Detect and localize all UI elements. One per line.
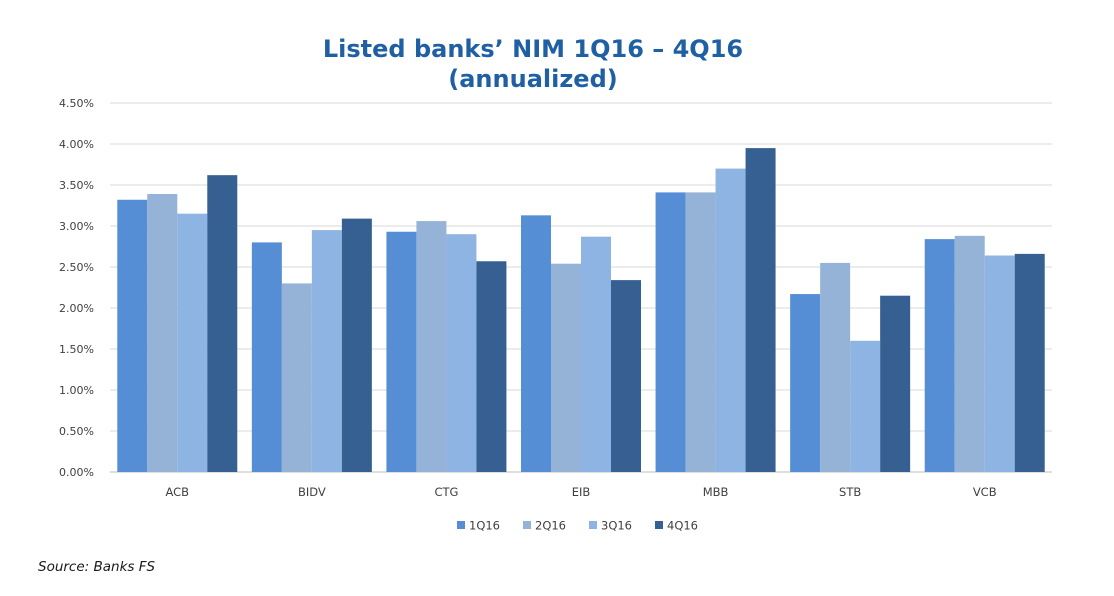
x-tick-label: MBB xyxy=(703,485,729,499)
legend-swatch xyxy=(589,521,597,529)
bar-vcb-3q16 xyxy=(984,255,1015,472)
bar-eib-4q16 xyxy=(611,280,641,472)
y-tick-label: 4.00% xyxy=(59,138,94,151)
bar-eib-2q16 xyxy=(551,263,581,472)
bar-stb-1q16 xyxy=(790,294,821,472)
bar-ctg-3q16 xyxy=(446,234,477,472)
legend-label: 4Q16 xyxy=(667,519,698,533)
bar-bidv-1q16 xyxy=(251,242,282,472)
y-tick-label: 2.50% xyxy=(59,261,94,274)
bar-ctg-2q16 xyxy=(416,221,447,472)
bar-ctg-4q16 xyxy=(476,261,507,472)
bar-vcb-4q16 xyxy=(1014,253,1045,472)
y-tick-label: 0.50% xyxy=(59,425,94,438)
legend-swatch xyxy=(523,521,531,529)
source-note: Source: Banks FS xyxy=(38,559,156,575)
bar-bidv-2q16 xyxy=(281,283,312,472)
y-tick-label: 1.00% xyxy=(59,384,94,397)
bar-acb-1q16 xyxy=(117,199,148,472)
legend-label: 2Q16 xyxy=(535,519,566,533)
legend-label: 3Q16 xyxy=(601,519,632,533)
bar-stb-3q16 xyxy=(850,340,881,472)
legend-label: 1Q16 xyxy=(469,519,500,533)
legend-swatch xyxy=(655,521,663,529)
y-tick-label: 3.50% xyxy=(59,179,94,192)
bar-mbb-2q16 xyxy=(685,192,716,472)
bar-bidv-4q16 xyxy=(341,218,372,472)
bar-mbb-1q16 xyxy=(655,192,686,472)
bar-vcb-1q16 xyxy=(924,239,955,472)
x-tick-label: BIDV xyxy=(298,485,326,499)
x-tick-label: EIB xyxy=(572,485,591,499)
x-tick-label: VCB xyxy=(973,485,997,499)
bar-acb-4q16 xyxy=(207,175,238,472)
bar-acb-3q16 xyxy=(177,213,208,472)
bar-eib-3q16 xyxy=(581,236,611,472)
y-tick-label: 1.50% xyxy=(59,343,94,356)
y-tick-label: 3.00% xyxy=(59,220,94,233)
bar-acb-2q16 xyxy=(147,194,178,472)
bar-bidv-3q16 xyxy=(311,230,342,472)
x-tick-label: ACB xyxy=(165,485,189,499)
bar-stb-4q16 xyxy=(880,295,911,472)
y-tick-label: 0.00% xyxy=(59,466,94,479)
bar-stb-2q16 xyxy=(820,262,851,472)
y-tick-label: 2.00% xyxy=(59,302,94,315)
y-tick-label: 4.50% xyxy=(59,97,94,110)
bar-eib-1q16 xyxy=(521,215,551,472)
x-tick-label: STB xyxy=(839,485,861,499)
legend-swatch xyxy=(457,521,465,529)
bar-mbb-4q16 xyxy=(745,148,776,472)
bar-ctg-1q16 xyxy=(386,231,417,472)
chart-subtitle: (annualized) xyxy=(448,65,618,93)
bar-mbb-3q16 xyxy=(715,168,746,472)
bar-vcb-2q16 xyxy=(954,235,985,472)
chart-title: Listed banks’ NIM 1Q16 – 4Q16 xyxy=(322,35,744,63)
x-tick-label: CTG xyxy=(434,485,458,499)
